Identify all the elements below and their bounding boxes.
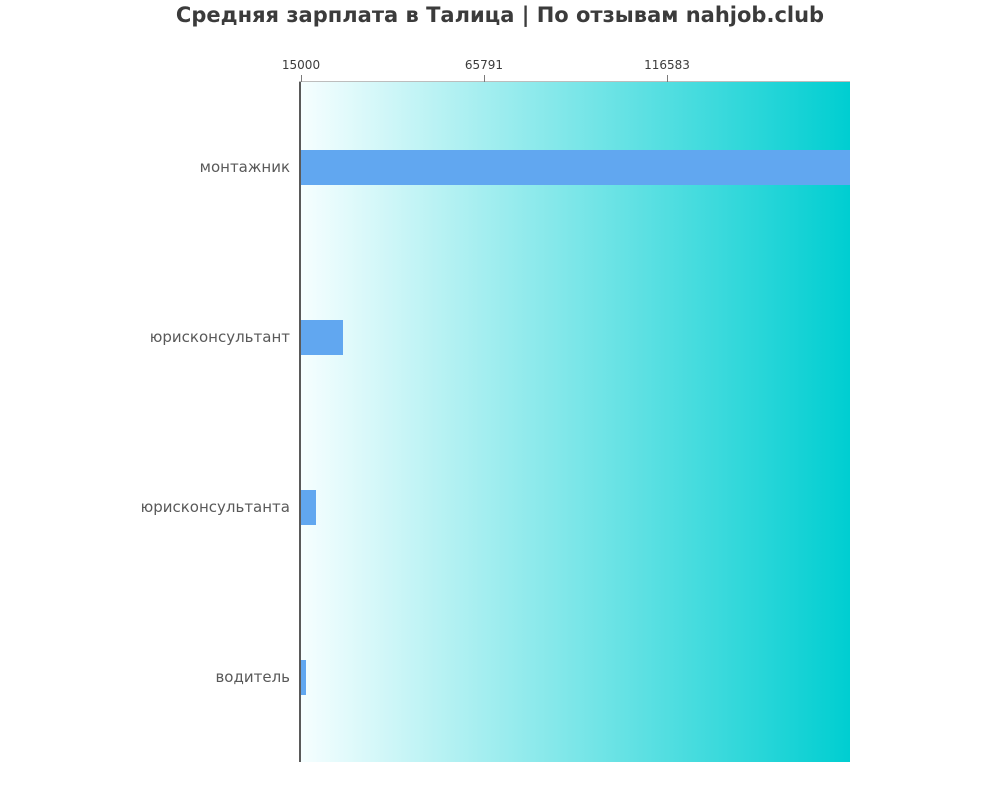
x-tick-label: 65791 <box>464 58 504 72</box>
bar <box>301 489 317 525</box>
category-label: юрисконсультанта <box>140 498 290 516</box>
x-tick-mark <box>483 75 485 82</box>
category-label: монтажник <box>199 158 290 176</box>
category-label: водитель <box>215 668 290 686</box>
bar <box>301 319 344 355</box>
bar <box>301 149 850 185</box>
y-axis-category-labels: монтажник юрисконсультант юрисконсультанта… <box>0 82 290 762</box>
x-tick-label: 116583 <box>644 58 690 72</box>
x-tick-mark <box>667 75 668 82</box>
x-tick-label: 15000 <box>281 58 321 72</box>
bar <box>301 659 307 695</box>
x-tick-mark <box>301 75 302 82</box>
category-label: юрисконсультант <box>149 328 290 346</box>
plot-area: 15000 65791 116583 <box>282 58 850 762</box>
top-spine <box>299 81 850 82</box>
chart-title: Средняя зарплата в Талица | По отзывам n… <box>175 3 825 27</box>
left-axis-spine <box>299 82 301 762</box>
